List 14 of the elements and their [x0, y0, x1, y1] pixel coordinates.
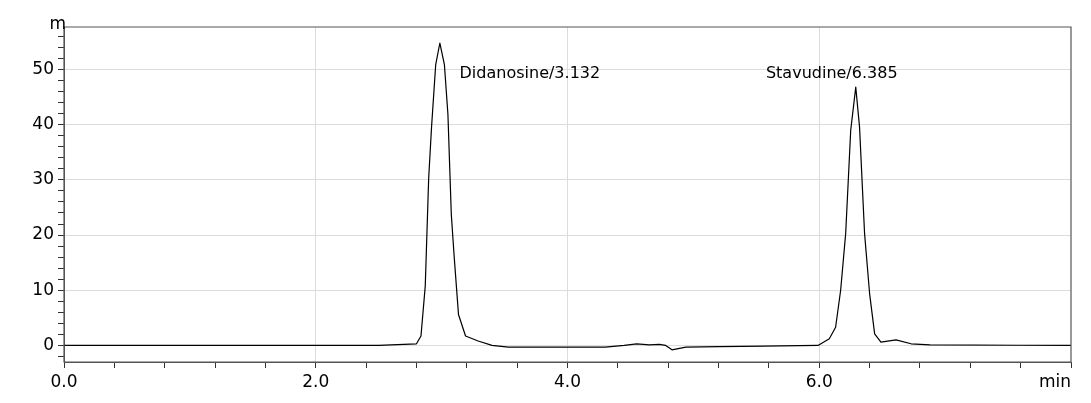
annotation: Stavudine/6.385: [765, 63, 898, 83]
y-axis-title: m: [49, 12, 66, 33]
y-tick-label: 10: [32, 278, 54, 299]
annotation: Didanosine/3.132: [459, 63, 601, 83]
x-tick-label: 6.0: [805, 370, 833, 391]
x-tick-label: 0.0: [50, 370, 78, 391]
y-tick-label: 0: [43, 333, 54, 354]
y-tick-label: 50: [32, 57, 54, 78]
y-tick-label: 30: [32, 168, 54, 189]
x-axis-title: min: [1038, 370, 1071, 391]
x-tick-label: 2.0: [302, 370, 330, 391]
x-tick-label: 4.0: [553, 370, 582, 391]
y-tick-label: 20: [32, 223, 54, 244]
y-tick-label: 40: [32, 113, 54, 134]
